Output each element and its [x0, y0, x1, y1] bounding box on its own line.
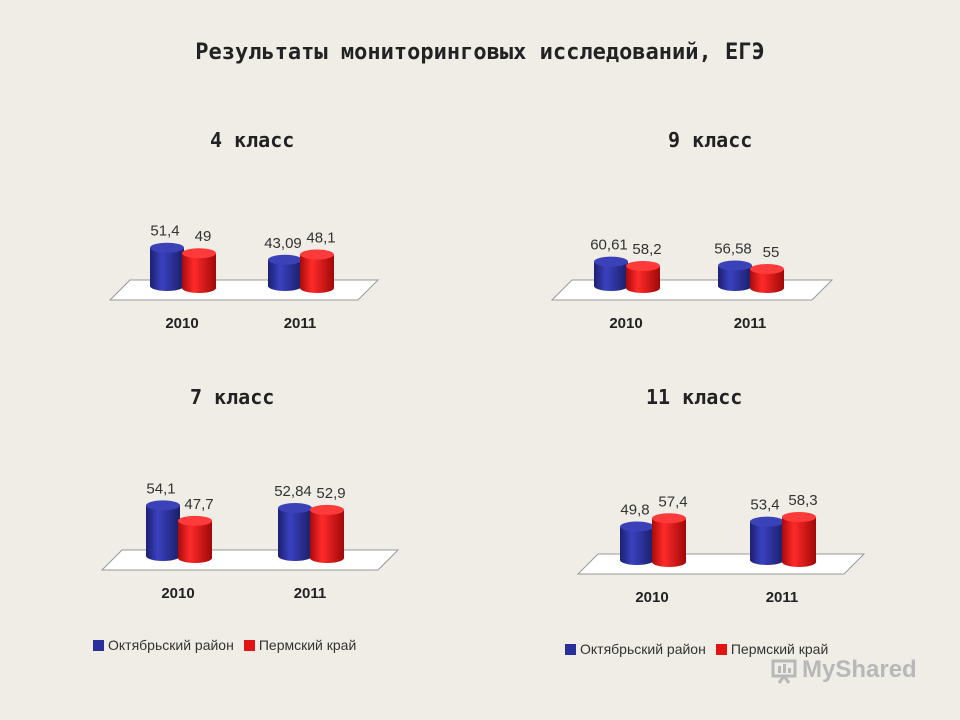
- bar-3-2011-district: [750, 521, 784, 565]
- bar-3-2011-region: [782, 517, 816, 567]
- legend-item-region: Пермский край: [243, 637, 357, 653]
- category-label-0-2010: 2010: [165, 315, 198, 332]
- bar-cap-2-2011-region: [310, 504, 344, 515]
- category-label-2-2010: 2010: [161, 585, 194, 602]
- bar-0-2010-district: [150, 247, 184, 291]
- legend-swatch-region-2: [715, 643, 727, 655]
- bar-cap-1-2011-district: [718, 260, 752, 271]
- bar-cap-3-2011-region: [782, 512, 816, 523]
- legend-bottom-right: Октябрьский район Пермский край: [565, 641, 838, 657]
- bar-cap-2-2011-district: [278, 503, 312, 514]
- bar-cap-3-2010-region: [652, 513, 686, 524]
- bar-cap-0-2011-district: [268, 254, 302, 265]
- watermark-text: MyShared: [802, 656, 917, 683]
- bar-cap-1-2011-region: [750, 264, 784, 274]
- data-label-0-2010-region: 49: [195, 228, 212, 245]
- bar-1-2010-region: [626, 265, 660, 293]
- legend-swatch-district-2: [565, 643, 576, 655]
- data-label-3-2010-district: 49,8: [620, 502, 649, 519]
- bar-cap-3-2011-district: [750, 516, 784, 527]
- bar-cap-3-2010-district: [620, 521, 654, 532]
- page-title: Результаты мониторинговых исследований, …: [195, 40, 765, 65]
- data-label-3-2011-district: 53,4: [750, 497, 779, 514]
- legend-label-district: Октябрьский район: [108, 637, 234, 653]
- data-label-0-2011-region: 48,1: [306, 230, 335, 247]
- legend-label-district-2: Октябрьский район: [580, 641, 706, 657]
- bar-1-2010-district: [594, 261, 628, 291]
- legend-swatch-district: [93, 639, 104, 651]
- data-label-3-2011-region: 58,3: [788, 492, 817, 509]
- data-label-0-2011-district: 43,09: [264, 235, 302, 252]
- bar-cap-1-2010-region: [626, 260, 660, 271]
- legend-item-region-2: Пермский край: [715, 641, 829, 657]
- bar-cap-0-2011-region: [300, 249, 334, 260]
- legend-label-region: Пермский край: [258, 637, 357, 653]
- legend-item-district-2: Октябрьский район: [565, 641, 706, 657]
- data-label-2-2010-district: 54,1: [146, 480, 175, 497]
- category-label-1-2010: 2010: [609, 315, 642, 332]
- data-label-1-2010-district: 60,61: [590, 237, 628, 254]
- bar-cap-1-2010-district: [594, 256, 628, 267]
- data-label-3-2010-region: 57,4: [658, 493, 687, 510]
- chart-title-9: 9 класс: [668, 128, 753, 152]
- bar-0-2011-region: [300, 254, 334, 293]
- legend-swatch-region: [243, 639, 255, 651]
- data-label-0-2010-district: 51,4: [150, 223, 179, 240]
- bar-2-2010-region: [178, 520, 212, 563]
- watermark: MyShared: [770, 656, 917, 684]
- category-label-2-2011: 2011: [294, 585, 327, 602]
- data-label-1-2011-district: 56,58: [714, 240, 752, 257]
- data-label-2-2011-region: 52,9: [316, 485, 345, 502]
- data-label-1-2011-region: 55: [763, 244, 780, 261]
- bar-cap-2-2010-district: [146, 500, 180, 511]
- bar-2-2011-region: [310, 509, 344, 563]
- bar-0-2011-district: [268, 259, 302, 291]
- category-label-0-2011: 2011: [284, 315, 317, 332]
- bar-cap-0-2010-district: [150, 242, 184, 253]
- bar-1-2011-district: [718, 265, 752, 291]
- bar-cap-2-2010-region: [178, 515, 212, 526]
- category-label-3-2010: 2010: [635, 589, 668, 606]
- bar-1-2011-region: [750, 269, 784, 293]
- chart-title-7: 7 класс: [190, 385, 275, 409]
- presentation-icon: [771, 659, 797, 684]
- bar-cap-0-2010-region: [182, 248, 216, 259]
- chart-title-4: 4 класс: [210, 128, 295, 152]
- legend-bottom-left: Октябрьский район Пермский край: [93, 637, 366, 653]
- bar-2-2010-district: [146, 505, 180, 561]
- legend-label-region-2: Пермский край: [730, 641, 829, 657]
- bar-3-2010-region: [652, 518, 686, 567]
- legend-item-district: Октябрьский район: [93, 637, 234, 653]
- bar-2-2011-district: [278, 508, 312, 561]
- bar-3-2010-district: [620, 526, 654, 565]
- bar-0-2010-region: [182, 253, 216, 293]
- category-label-1-2011: 2011: [734, 315, 767, 332]
- chart-title-11: 11 класс: [646, 385, 743, 409]
- data-label-2-2010-region: 47,7: [184, 496, 213, 513]
- data-label-1-2010-region: 58,2: [632, 241, 661, 258]
- data-label-2-2011-district: 52,84: [274, 483, 312, 500]
- category-label-3-2011: 2011: [766, 589, 799, 606]
